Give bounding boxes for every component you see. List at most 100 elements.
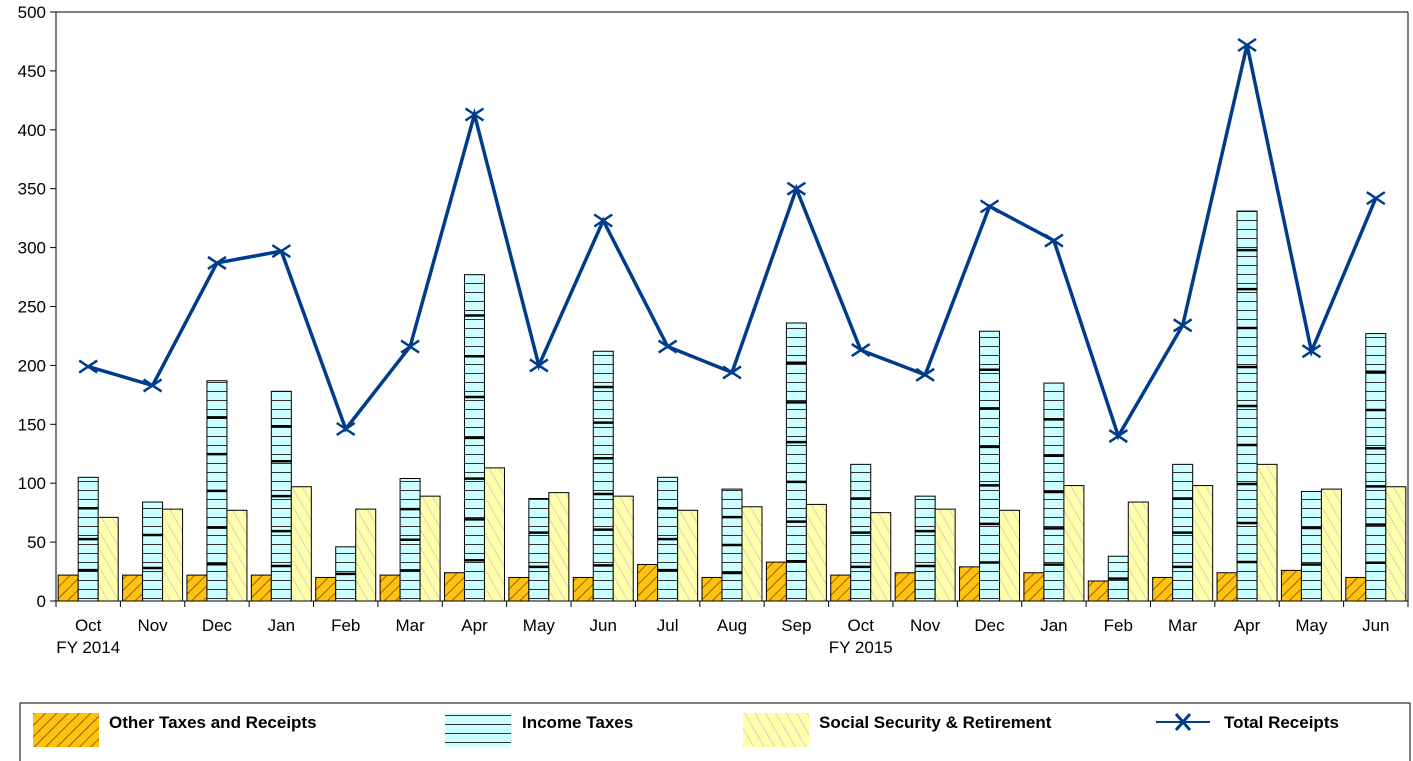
point-marker-total-receipts (529, 358, 549, 373)
bar-income-taxes (528, 498, 550, 602)
x-tick-label: Jun (1362, 616, 1389, 635)
marker-stroke (851, 343, 871, 358)
marker-stroke (1108, 429, 1128, 444)
y-tick-label: 350 (18, 180, 46, 199)
point-marker-total-receipts (1108, 429, 1128, 444)
x-tick-label: Jun (590, 616, 617, 635)
bar-other-taxes-and-receipts (122, 574, 144, 602)
bar-social-security-and-retirement (870, 512, 892, 602)
point-marker-total-receipts (142, 378, 163, 393)
bar-other-taxes-and-receipts (830, 574, 852, 602)
point-marker-total-receipts (271, 244, 292, 259)
bar-other-taxes-and-receipts (1023, 572, 1045, 602)
point-marker-total-receipts (657, 339, 678, 354)
bar-other-taxes-and-receipts (1152, 576, 1174, 602)
marker-stroke (1044, 233, 1064, 248)
marker-stroke (1366, 191, 1386, 206)
y-axis: 0 50 100 150 200 250 300 350 400 450 500 (18, 3, 57, 611)
bar-other-taxes-and-receipts (1280, 569, 1302, 602)
y-tick-label: 100 (18, 474, 46, 493)
x-tick-label: May (523, 616, 556, 635)
bar-social-security-and-retirement (612, 495, 634, 602)
x-tick-label: Oct (848, 616, 875, 635)
legend-label-total: Total Receipts (1224, 713, 1339, 732)
x-tick-label: Dec (974, 616, 1005, 635)
marker-stroke (207, 255, 227, 270)
bar-other-taxes-and-receipts (1087, 580, 1109, 602)
y-tick-label: 400 (18, 121, 46, 140)
x-tick-label: Feb (1104, 616, 1133, 635)
point-marker-total-receipts (207, 255, 227, 270)
legend-label-social-security: Social Security & Retirement (819, 713, 1052, 732)
x-tick-label: Jan (268, 616, 295, 635)
bar-income-taxes (592, 350, 614, 602)
marker-stroke (529, 358, 549, 373)
point-marker-total-receipts (1237, 37, 1257, 53)
bar-social-security-and-retirement (677, 509, 699, 602)
bar-other-taxes-and-receipts (508, 576, 530, 602)
point-marker-total-receipts (851, 343, 871, 358)
bar-other-taxes-and-receipts (894, 572, 916, 602)
point-marker-total-receipts (915, 367, 935, 382)
plot-frame (56, 11, 1409, 601)
point-marker-total-receipts (464, 107, 485, 122)
point-marker-total-receipts (1044, 233, 1064, 248)
fiscal-year-label: FY 2014 (56, 638, 120, 657)
point-marker-total-receipts (78, 359, 98, 374)
marker-stroke (1301, 344, 1322, 359)
bar-social-security-and-retirement (1063, 485, 1085, 602)
bar-other-taxes-and-receipts (765, 561, 787, 602)
x-tick-label: Dec (202, 616, 233, 635)
y-tick-label: 150 (18, 415, 46, 434)
bar-other-taxes-and-receipts (315, 576, 337, 602)
legend-label-income: Income Taxes (522, 713, 633, 732)
x-tick-label: Nov (137, 616, 168, 635)
y-tick-label: 200 (18, 356, 46, 375)
bar-other-taxes-and-receipts (701, 576, 723, 602)
bar-other-taxes-and-receipts (572, 576, 594, 602)
bar-social-security-and-retirement (162, 508, 184, 602)
point-marker-total-receipts (722, 365, 742, 380)
x-tick-label: Sep (781, 616, 811, 635)
marker-stroke (78, 359, 98, 374)
point-marker-total-receipts (979, 199, 1000, 214)
point-marker-total-receipts (786, 181, 807, 196)
x-tick-label: Aug (717, 616, 747, 635)
marker-stroke (464, 107, 485, 122)
bar-income-taxes (142, 501, 164, 602)
bar-other-taxes-and-receipts (250, 574, 272, 602)
point-marker-total-receipts (1172, 318, 1193, 333)
point-marker-total-receipts (336, 421, 356, 437)
y-tick-label: 300 (18, 239, 46, 258)
x-tick-label: Feb (331, 616, 360, 635)
bar-other-taxes-and-receipts (1345, 576, 1367, 602)
bar-social-security-and-retirement (1127, 501, 1149, 602)
total-receipts-series (78, 37, 1386, 444)
y-tick-label: 450 (18, 62, 46, 81)
x-tick-label: May (1295, 616, 1328, 635)
x-tick-label: Apr (1234, 616, 1261, 635)
x-tick-label: Apr (461, 616, 488, 635)
point-marker-total-receipts (400, 339, 420, 354)
bar-other-taxes-and-receipts (379, 574, 401, 602)
bar-social-security-and-retirement (999, 509, 1021, 602)
marker-stroke (593, 213, 613, 228)
bar-social-security-and-retirement (226, 509, 248, 602)
marker-stroke (786, 181, 807, 196)
bar-other-taxes-and-receipts (186, 574, 208, 602)
y-tick-label: 0 (37, 592, 46, 611)
legend-x-marker-icon (1174, 713, 1192, 731)
bar-income-taxes (785, 322, 807, 602)
bar-social-security-and-retirement (290, 486, 312, 602)
bar-other-taxes-and-receipts (959, 566, 981, 602)
legend-swatch-other (33, 713, 99, 747)
marker-stroke (1172, 318, 1193, 333)
bar-other-taxes-and-receipts (443, 572, 465, 602)
bar-social-security-and-retirement (355, 508, 377, 602)
line-total-receipts (87, 44, 1378, 441)
x-tick-label: Mar (395, 616, 425, 635)
x-tick-label: Oct (75, 616, 102, 635)
bar-social-security-and-retirement (1192, 485, 1214, 602)
bar-social-security-and-retirement (97, 516, 119, 602)
